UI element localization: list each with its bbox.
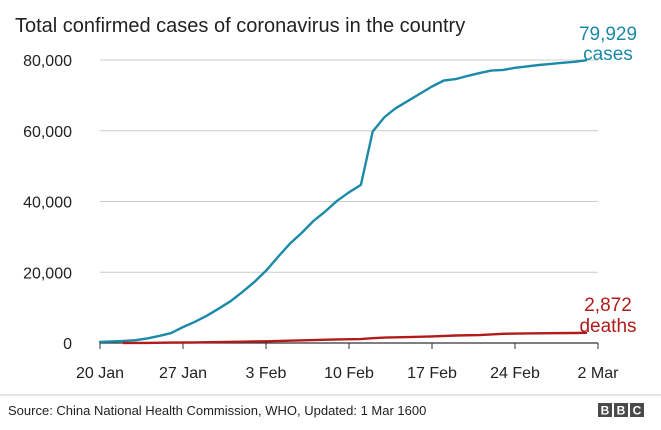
x-tick-label: 10 Feb — [324, 365, 374, 382]
x-tick-label: 24 Feb — [490, 365, 540, 382]
x-tick-label: 20 Jan — [76, 365, 124, 382]
cases-total-label: 79,929 — [579, 24, 637, 45]
deaths-total-label: 2,872 — [584, 295, 632, 316]
chart-title: Total confirmed cases of coronavirus in … — [15, 15, 465, 37]
deaths-line — [122, 331, 588, 345]
bbc-logo-box-1 — [598, 403, 612, 417]
cases-line — [98, 59, 588, 344]
cases-series-label: cases — [583, 44, 633, 65]
y-axis-labels: 0 20,000 40,000 60,000 80,000 — [23, 53, 72, 353]
bbc-logo: B B C — [598, 403, 644, 418]
y-tick-label: 0 — [63, 336, 72, 353]
bbc-logo-box-2 — [614, 403, 628, 417]
bbc-logo-letter-2: B — [617, 404, 626, 418]
x-axis: 20 Jan 27 Jan 3 Feb 10 Feb 17 Feb 24 Feb 2 Mar — [76, 343, 619, 382]
grid-lines — [100, 59, 598, 344]
bbc-logo-letter-3: C — [633, 404, 642, 418]
x-tick-label: 27 Jan — [159, 365, 207, 382]
x-tick-label: 2 Mar — [578, 365, 620, 382]
y-tick-label: 60,000 — [23, 124, 72, 141]
source-note: Source: China National Health Commission… — [8, 403, 426, 418]
deaths-series-label: deaths — [579, 316, 636, 337]
y-tick-label: 80,000 — [23, 53, 72, 70]
cases-annotation: 79,929 cases — [579, 24, 637, 65]
series-lines — [98, 59, 588, 345]
x-tick-label: 3 Feb — [246, 365, 287, 382]
y-tick-label: 20,000 — [23, 265, 72, 282]
deaths-annotation: 2,872 deaths — [579, 295, 636, 337]
bbc-logo-box-3 — [630, 403, 644, 417]
y-tick-label: 40,000 — [23, 195, 72, 212]
x-tick-label: 17 Feb — [407, 365, 457, 382]
bbc-logo-letter-1: B — [601, 404, 610, 418]
